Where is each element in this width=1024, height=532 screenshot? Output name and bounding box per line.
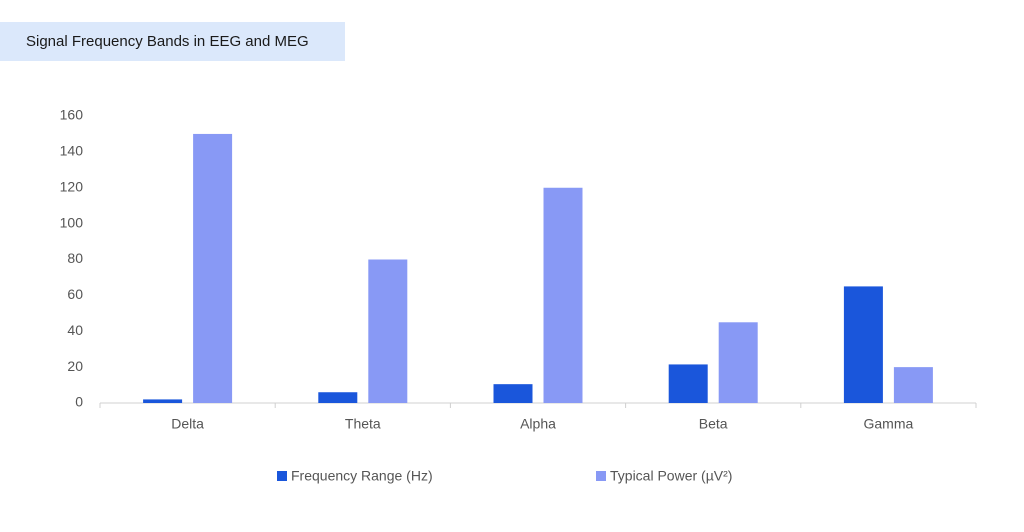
bar (668, 364, 708, 403)
y-tick-label: 0 (75, 394, 83, 410)
bar (368, 259, 408, 403)
legend-label: Typical Power (µV²) (610, 468, 732, 484)
y-tick-label: 120 (60, 178, 84, 194)
bar (893, 367, 933, 403)
bar (493, 384, 533, 403)
bar (543, 187, 583, 403)
legend-swatch (596, 471, 606, 481)
y-tick-label: 20 (67, 358, 83, 374)
y-tick-label: 100 (60, 214, 84, 230)
legend-label: Frequency Range (Hz) (291, 468, 433, 484)
y-tick-label: 40 (67, 322, 83, 338)
bar (318, 392, 358, 403)
y-tick-label: 80 (67, 250, 83, 266)
bar (143, 399, 183, 403)
x-tick-label: Theta (345, 416, 381, 432)
y-tick-label: 60 (67, 286, 83, 302)
bar (718, 322, 758, 403)
x-tick-label: Gamma (864, 416, 914, 432)
x-tick-label: Alpha (520, 416, 556, 432)
bar (193, 133, 233, 403)
x-tick-label: Beta (699, 416, 728, 432)
chart-title: Signal Frequency Bands in EEG and MEG (0, 22, 345, 61)
y-tick-label: 160 (60, 107, 84, 123)
legend-swatch (277, 471, 287, 481)
bar (843, 286, 883, 403)
y-tick-label: 140 (60, 143, 84, 159)
x-tick-label: Delta (171, 416, 204, 432)
